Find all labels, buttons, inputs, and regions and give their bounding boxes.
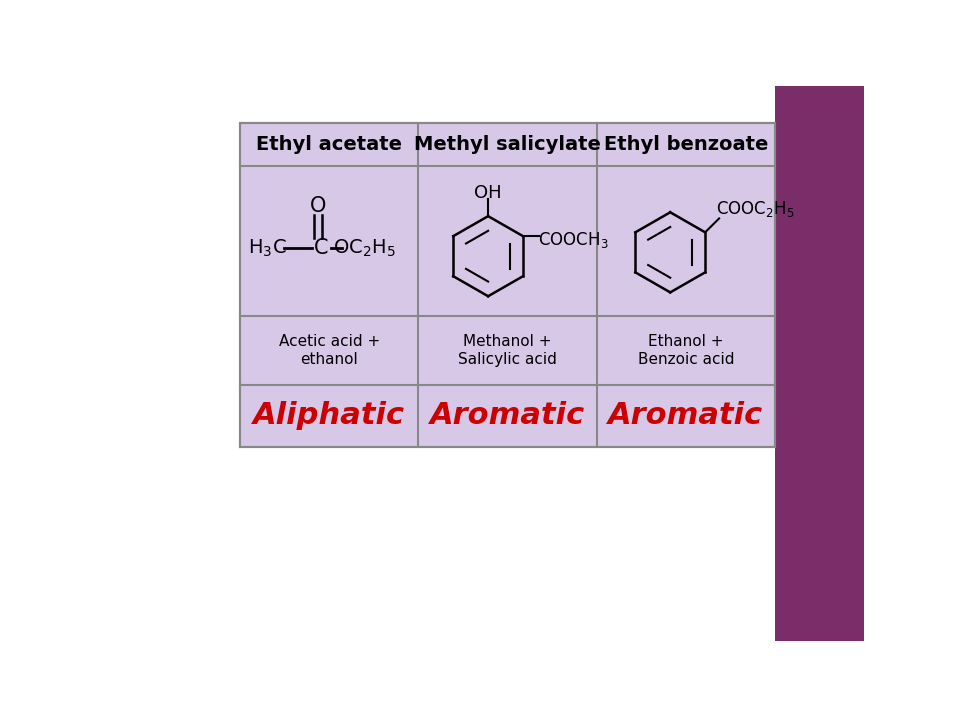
- Text: Methanol +
Salicylic acid: Methanol + Salicylic acid: [458, 334, 557, 366]
- Text: O: O: [309, 196, 325, 216]
- Text: COOCH$_3$: COOCH$_3$: [539, 230, 609, 250]
- Text: OC$_2$H$_5$: OC$_2$H$_5$: [333, 238, 396, 259]
- Text: H$_3$C: H$_3$C: [248, 238, 287, 259]
- Text: OH: OH: [474, 184, 502, 202]
- Text: Ethanol +
Benzoic acid: Ethanol + Benzoic acid: [637, 334, 734, 366]
- Text: Aliphatic: Aliphatic: [253, 402, 405, 431]
- Bar: [775, 86, 864, 641]
- Text: Aromatic: Aromatic: [608, 402, 763, 431]
- Text: COOC$_2$H$_5$: COOC$_2$H$_5$: [716, 199, 795, 219]
- Text: C: C: [314, 238, 328, 258]
- Bar: [240, 123, 775, 446]
- Text: Ethyl benzoate: Ethyl benzoate: [604, 135, 768, 154]
- Text: Ethyl acetate: Ethyl acetate: [256, 135, 402, 154]
- Text: Methyl salicylate: Methyl salicylate: [414, 135, 601, 154]
- Text: Aromatic: Aromatic: [430, 402, 586, 431]
- Text: Acetic acid +
ethanol: Acetic acid + ethanol: [278, 334, 380, 366]
